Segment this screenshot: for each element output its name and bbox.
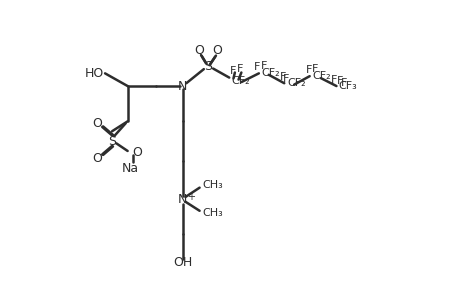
Text: OH: OH: [173, 256, 192, 269]
Text: F: F: [306, 65, 312, 75]
Text: O: O: [93, 152, 102, 165]
Text: N: N: [178, 80, 187, 93]
Text: O: O: [195, 44, 205, 57]
Text: F: F: [230, 66, 237, 76]
Text: N: N: [178, 193, 187, 206]
Text: CF₂: CF₂: [231, 76, 250, 86]
Text: F: F: [261, 61, 267, 71]
Text: O: O: [132, 146, 142, 159]
Text: S: S: [108, 135, 116, 148]
Text: CH₃: CH₃: [202, 208, 223, 218]
Text: O: O: [93, 117, 102, 130]
Text: F: F: [279, 72, 286, 82]
Text: HO: HO: [85, 67, 104, 80]
Text: F: F: [284, 74, 290, 84]
Text: F: F: [312, 64, 319, 74]
Text: CF₂: CF₂: [287, 78, 306, 88]
Text: CF₂: CF₂: [312, 71, 331, 81]
Text: F: F: [237, 64, 244, 74]
Text: F: F: [341, 78, 347, 88]
Text: F: F: [254, 62, 261, 72]
Text: CF₂: CF₂: [262, 68, 280, 78]
Text: F: F: [331, 75, 338, 85]
Text: CH₃: CH₃: [202, 180, 223, 190]
Text: +: +: [188, 192, 195, 202]
Text: S: S: [204, 60, 212, 73]
Text: O: O: [212, 44, 222, 57]
Text: F: F: [337, 76, 343, 86]
Text: Na: Na: [122, 162, 139, 175]
Text: CF₃: CF₃: [338, 81, 357, 91]
